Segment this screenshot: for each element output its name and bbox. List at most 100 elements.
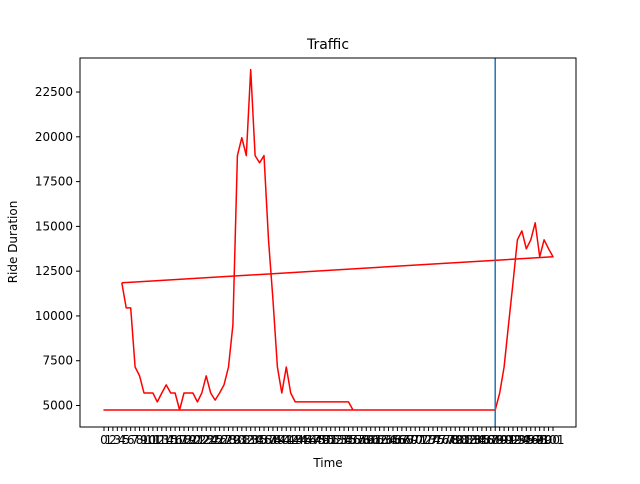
y-tick-label: 22500: [35, 85, 73, 99]
x-tick-label: 30: [230, 433, 245, 447]
x-tick-label: 33: [243, 433, 258, 447]
x-tick-label: 93: [510, 433, 525, 447]
x-tick-label: 38: [265, 433, 280, 447]
x-tick-label: 15: [163, 433, 178, 447]
x-axis-ticks: 0123456789101112131415161718192021222324…: [100, 427, 564, 447]
x-tick-label: 91: [501, 433, 516, 447]
x-tick-label: 16: [167, 433, 182, 447]
x-tick-label: 2: [109, 433, 117, 447]
series-layer: [103, 68, 554, 411]
x-tick-label: 21: [190, 433, 205, 447]
x-tick-label: 23: [199, 433, 214, 447]
x-tick-label: 67: [394, 433, 409, 447]
x-tick-label: 83: [465, 433, 480, 447]
x-tick-label: 31: [234, 433, 249, 447]
y-axis-ticks: 5000 7500 10000 12500 15000 17500 20000 22500: [35, 85, 80, 413]
x-tick-label: 22: [194, 433, 209, 447]
y-tick-label: 7500: [42, 354, 73, 368]
x-tick-label: 77: [439, 433, 454, 447]
x-tick-label: 74: [425, 433, 440, 447]
x-tick-label: 10: [141, 433, 156, 447]
x-tick-label: 57: [350, 433, 365, 447]
x-tick-label: 34: [248, 433, 263, 447]
x-tick-label: 43: [288, 433, 303, 447]
x-tick-label: 51: [323, 433, 338, 447]
x-tick-label: 37: [261, 433, 276, 447]
x-tick-label: 49: [314, 433, 329, 447]
x-tick-label: 75: [430, 433, 445, 447]
x-tick-label: 40: [274, 433, 289, 447]
y-tick-label: 15000: [35, 219, 73, 233]
x-tick-label: 81: [456, 433, 471, 447]
x-tick-label: 79: [448, 433, 463, 447]
x-tick-label: 64: [381, 433, 396, 447]
x-tick-label: 59: [359, 433, 374, 447]
x-tick-label: 26: [212, 433, 227, 447]
x-tick-label: 70: [408, 433, 423, 447]
x-tick-label: 100: [537, 433, 560, 447]
x-tick-label: 68: [399, 433, 414, 447]
x-tick-label: 71: [412, 433, 427, 447]
series-line: [103, 68, 554, 411]
y-tick-label: 12500: [35, 264, 73, 278]
x-tick-label: 98: [532, 433, 547, 447]
x-tick-label: 28: [221, 433, 236, 447]
y-tick-label: 17500: [35, 175, 73, 189]
x-tick-label: 36: [256, 433, 271, 447]
x-tick-label: 41: [279, 433, 294, 447]
x-tick-label: 29: [225, 433, 240, 447]
x-tick-label: 96: [523, 433, 538, 447]
x-tick-label: 35: [252, 433, 267, 447]
x-tick-label: 65: [385, 433, 400, 447]
x-tick-label: 27: [216, 433, 231, 447]
x-tick-label: 19: [181, 433, 196, 447]
x-tick-label: 62: [372, 433, 387, 447]
x-tick-label: 73: [421, 433, 436, 447]
x-tick-label: 89: [492, 433, 507, 447]
x-tick-label: 80: [452, 433, 467, 447]
x-tick-label: 46: [301, 433, 316, 447]
x-tick-label: 88: [488, 433, 503, 447]
x-tick-label: 42: [283, 433, 298, 447]
x-tick-label: 85: [474, 433, 489, 447]
x-tick-label: 45: [296, 433, 311, 447]
x-tick-label: 86: [479, 433, 494, 447]
x-tick-label: 76: [434, 433, 449, 447]
x-tick-label: 58: [354, 433, 369, 447]
x-tick-label: 92: [505, 433, 520, 447]
plot-area: [80, 58, 576, 427]
x-tick-label: 4: [118, 433, 126, 447]
x-tick-label: 18: [176, 433, 191, 447]
y-tick-label: 20000: [35, 130, 73, 144]
x-tick-label: 90: [496, 433, 511, 447]
x-tick-label: 101: [542, 433, 565, 447]
x-tick-label: 82: [461, 433, 476, 447]
x-tick-label: 60: [363, 433, 378, 447]
x-tick-label: 94: [514, 433, 529, 447]
x-tick-label: 8: [136, 433, 144, 447]
x-tick-label: 48: [310, 433, 325, 447]
x-tick-label: 63: [376, 433, 391, 447]
x-tick-label: 14: [159, 433, 174, 447]
x-tick-label: 13: [154, 433, 169, 447]
x-tick-label: 50: [319, 433, 334, 447]
x-tick-label: 25: [207, 433, 222, 447]
y-tick-label: 5000: [42, 399, 73, 413]
x-tick-label: 32: [239, 433, 254, 447]
x-tick-label: 54: [336, 433, 351, 447]
x-tick-label: 0: [100, 433, 108, 447]
x-tick-label: 20: [185, 433, 200, 447]
x-tick-label: 53: [332, 433, 347, 447]
x-axis-label: Time: [312, 456, 342, 470]
x-tick-label: 6: [127, 433, 135, 447]
x-tick-label: 12: [150, 433, 165, 447]
y-tick-label: 10000: [35, 309, 73, 323]
x-tick-label: 72: [416, 433, 431, 447]
chart-title: Traffic: [306, 37, 349, 53]
x-tick-label: 61: [368, 433, 383, 447]
x-tick-label: 3: [114, 433, 122, 447]
y-axis-label: Ride Duration: [6, 201, 20, 284]
x-tick-label: 39: [270, 433, 285, 447]
x-tick-label: 78: [443, 433, 458, 447]
